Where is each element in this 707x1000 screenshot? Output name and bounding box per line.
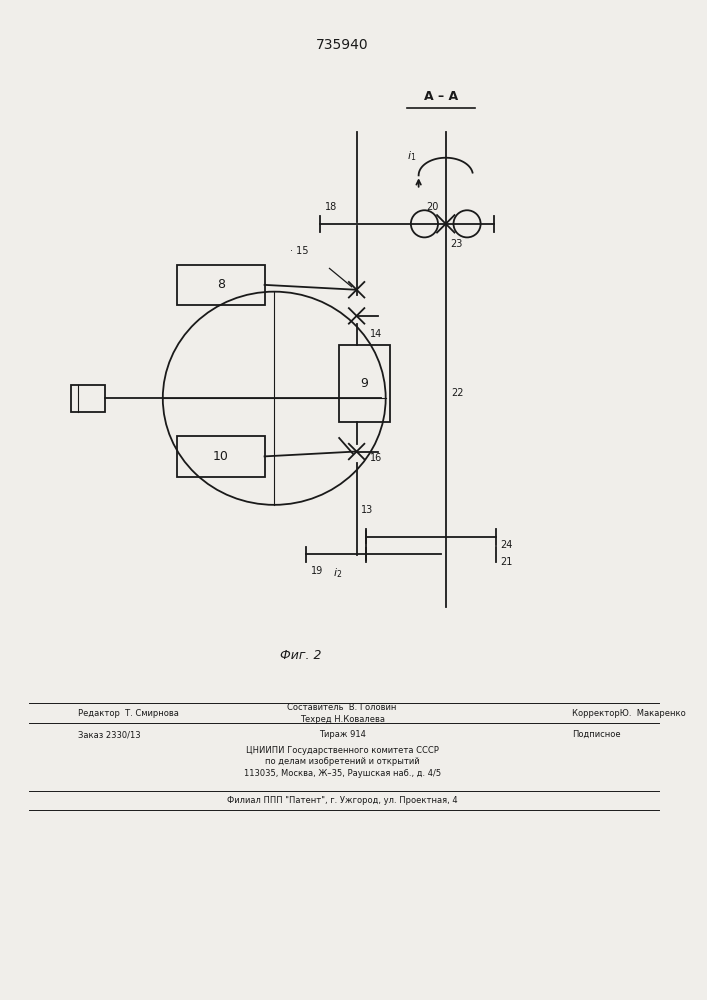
- Text: 9: 9: [361, 377, 368, 390]
- Text: 24: 24: [500, 540, 513, 550]
- Bar: [339, 345, 390, 422]
- Text: Тираж 914: Тираж 914: [319, 730, 366, 739]
- Text: Техред Н.Ковалева: Техред Н.Ковалева: [300, 715, 385, 724]
- Text: Подписное: Подписное: [572, 730, 620, 739]
- Text: А – А: А – А: [424, 90, 458, 103]
- Bar: [177, 265, 264, 305]
- Text: Заказ 2330/13: Заказ 2330/13: [78, 730, 140, 739]
- Text: 735940: 735940: [316, 38, 369, 52]
- Text: 18: 18: [325, 202, 337, 212]
- Text: 16: 16: [370, 453, 382, 463]
- Text: Составитель  В. Головин: Составитель В. Головин: [287, 703, 397, 712]
- Text: 13: 13: [361, 505, 374, 515]
- Text: $i_2$: $i_2$: [333, 566, 343, 580]
- Text: Филиал ППП "Патент", г. Ужгород, ул. Проектная, 4: Филиал ППП "Патент", г. Ужгород, ул. Про…: [227, 796, 457, 805]
- Text: Фиг. 2: Фиг. 2: [280, 649, 321, 662]
- Text: по делам изобретений и открытий: по делам изобретений и открытий: [264, 757, 419, 766]
- Text: 22: 22: [452, 388, 464, 398]
- Text: 21: 21: [500, 557, 513, 567]
- Text: 20: 20: [426, 202, 439, 212]
- Text: · 15: · 15: [290, 246, 308, 256]
- Text: 14: 14: [370, 329, 382, 339]
- Text: ЦНИИПИ Государственного комитета СССР: ЦНИИПИ Государственного комитета СССР: [245, 746, 438, 755]
- Bar: [71, 385, 105, 412]
- Text: 19: 19: [311, 566, 323, 576]
- Text: 113035, Москва, Ж–35, Раушская наб., д. 4/5: 113035, Москва, Ж–35, Раушская наб., д. …: [243, 769, 440, 778]
- Text: $i_1$: $i_1$: [407, 149, 416, 163]
- Text: 8: 8: [217, 278, 225, 291]
- Text: 23: 23: [450, 239, 463, 249]
- Text: КорректорЮ.  Макаренко: КорректорЮ. Макаренко: [572, 709, 686, 718]
- Text: Редактор  Т. Смирнова: Редактор Т. Смирнова: [78, 709, 178, 718]
- Bar: [177, 436, 264, 477]
- Text: 10: 10: [213, 450, 229, 463]
